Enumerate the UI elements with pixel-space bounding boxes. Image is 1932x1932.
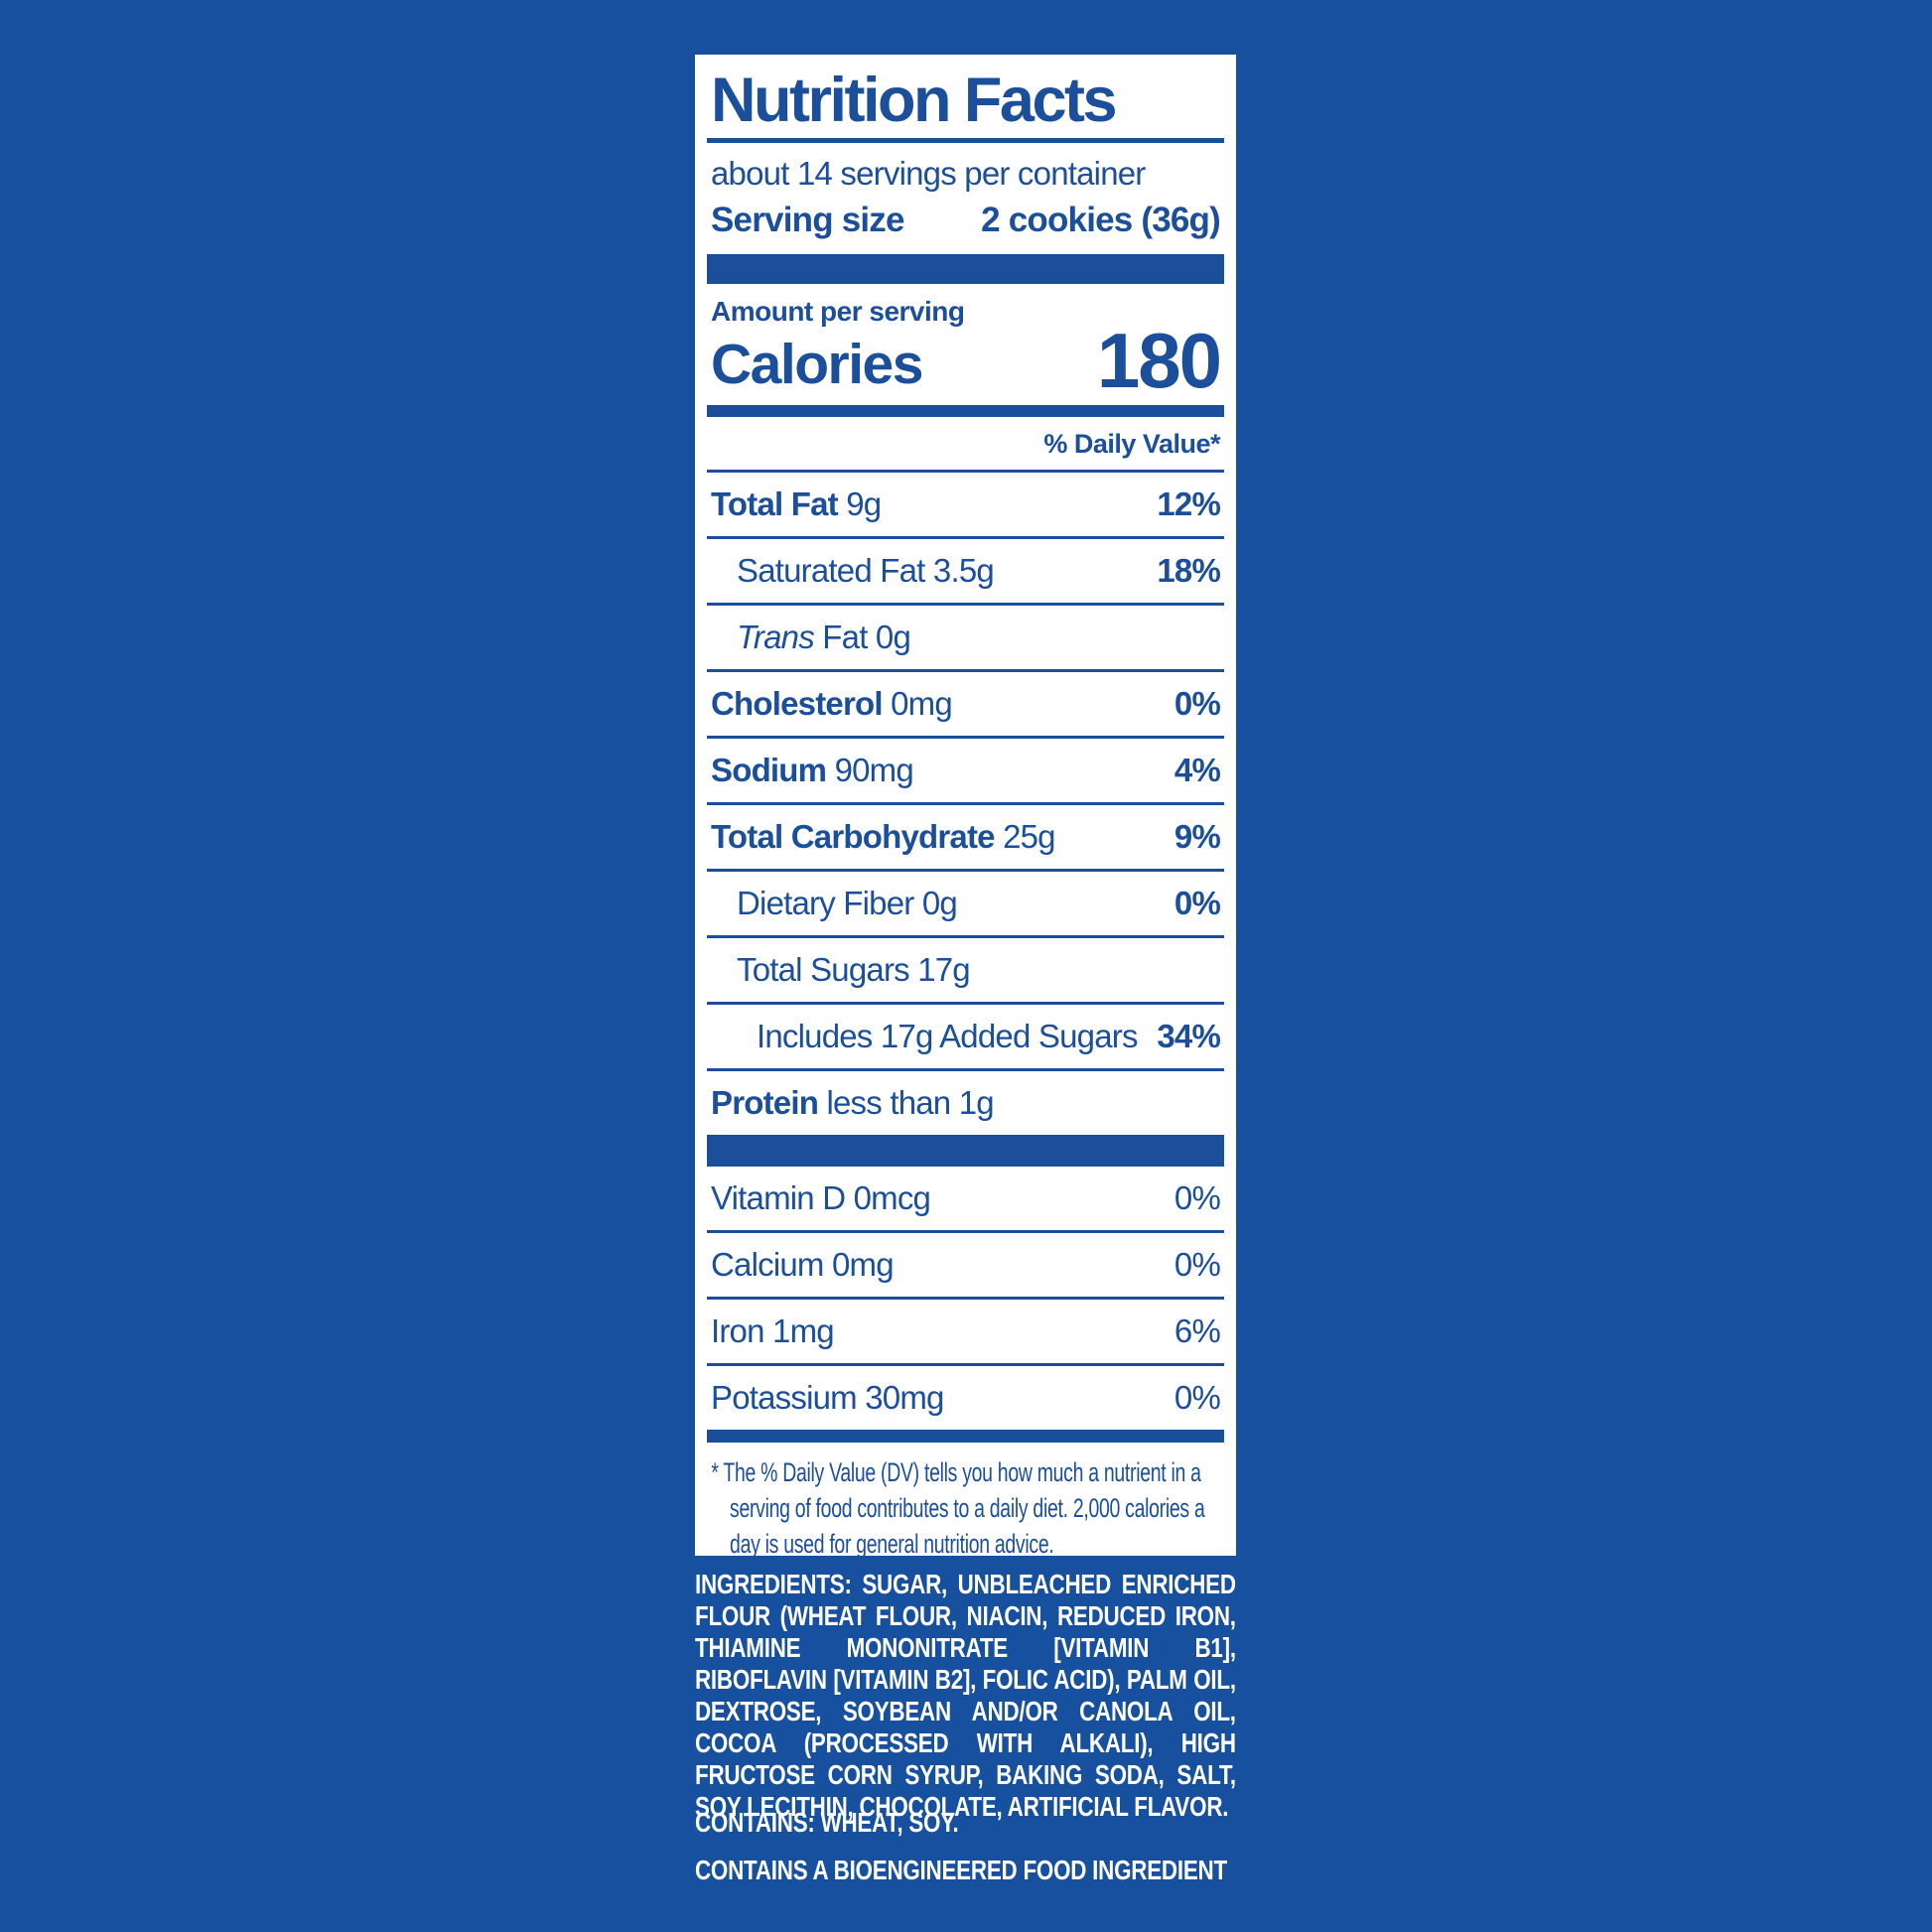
nutrition-row: Cholesterol 0mg 0% [707,668,1224,736]
section-divider-bar [707,1134,1224,1167]
vitamin-daily-value: 0% [1173,1178,1221,1216]
nutrition-row: Trans Fat 0g [707,602,1224,669]
nutrient-name: Total Sugars 17g [737,950,971,988]
bioengineered-text: CONTAINS A BIOENGINEERED FOOD INGREDIENT [695,1855,1227,1885]
nutrient-daily-value: 34% [1157,1017,1220,1054]
nutrition-row: Total Carbohydrate 25g 9% [707,801,1224,869]
nutrient-name: Total Carbohydrate 25g [711,817,1056,855]
nutrient-name: Includes 17g Added Sugars [757,1017,1138,1054]
nutrient-daily-value: 9% [1173,817,1221,855]
nutrition-row: Saturated Fat 3.5g 18% [707,535,1224,603]
nutrient-daily-value: 18% [1157,551,1220,589]
nutrition-row: Dietary Fiber 0g 0% [707,868,1224,935]
nutrient-name: Trans Fat 0g [737,618,911,655]
allergen-contains-text: CONTAINS: WHEAT, SOY. [695,1807,959,1838]
nutrient-daily-value: 0% [1173,684,1221,722]
serving-size-row: Serving size 2 cookies (36g) [707,193,1224,254]
calories-label: Calories [711,332,923,396]
vitamin-name: Vitamin D 0mcg [711,1178,931,1216]
calories-row: Calories 180 [707,317,1224,405]
nutrition-row: Sodium 90mg 4% [707,735,1224,802]
medium-divider-bar [707,404,1224,417]
thick-divider-bar [707,254,1224,285]
nutrition-row: Total Sugars 17g [707,934,1224,1002]
footnote-divider-bar [707,1429,1224,1443]
vitamin-rows: Vitamin D 0mcg 0% Calcium 0mg 0% Iron 1m… [707,1167,1224,1430]
nutrient-daily-value: 0% [1173,884,1221,921]
vitamin-daily-value: 0% [1173,1245,1221,1283]
calories-value: 180 [1096,317,1222,405]
nutrient-name: Dietary Fiber 0g [737,884,958,921]
nutrient-daily-value: 4% [1173,751,1221,788]
servings-per-container: about 14 servings per container [711,155,1146,193]
nutrient-name: Cholesterol 0mg [711,684,953,722]
nutrient-rows: Total Fat 9g 12% Saturated Fat 3.5g 18% T… [707,473,1224,1135]
daily-value-header: % Daily Value* [707,417,1224,473]
serving-size-label: Serving size [711,201,904,240]
panel-title: Nutrition Facts [711,66,1118,135]
vitamin-daily-value: 6% [1173,1311,1221,1349]
nutrient-name: Total Fat 9g [711,484,882,522]
vitamin-row: Vitamin D 0mcg 0% [707,1167,1224,1230]
ingredients-text: INGREDIENTS: SUGAR, UNBLEACHED ENRICHED … [695,1569,1236,1822]
nutrient-daily-value: 12% [1157,484,1220,522]
vitamin-row: Iron 1mg 6% [707,1296,1224,1363]
vitamin-name: Calcium 0mg [711,1245,895,1283]
vitamin-name: Iron 1mg [711,1311,835,1349]
vitamin-row: Calcium 0mg 0% [707,1229,1224,1297]
nutrition-row: Includes 17g Added Sugars 34% [707,1001,1224,1068]
nutrition-row: Protein less than 1g [707,1067,1224,1135]
daily-value-footnote: * The % Daily Value (DV) tells you how m… [711,1456,1205,1559]
nutrient-name: Saturated Fat 3.5g [737,551,995,589]
nutrition-facts-panel: Nutrition Facts about 14 servings per co… [695,55,1236,1559]
nutrition-row: Total Fat 9g 12% [707,473,1224,536]
vitamin-daily-value: 0% [1173,1378,1221,1416]
amount-per-serving-label: Amount per serving [711,296,965,328]
serving-size-value: 2 cookies (36g) [981,201,1221,240]
title-rule [707,138,1224,144]
vitamin-name: Potassium 30mg [711,1378,944,1416]
nutrient-name: Protein less than 1g [711,1083,995,1121]
nutrient-name: Sodium 90mg [711,751,914,788]
vitamin-row: Potassium 30mg 0% [707,1362,1224,1430]
